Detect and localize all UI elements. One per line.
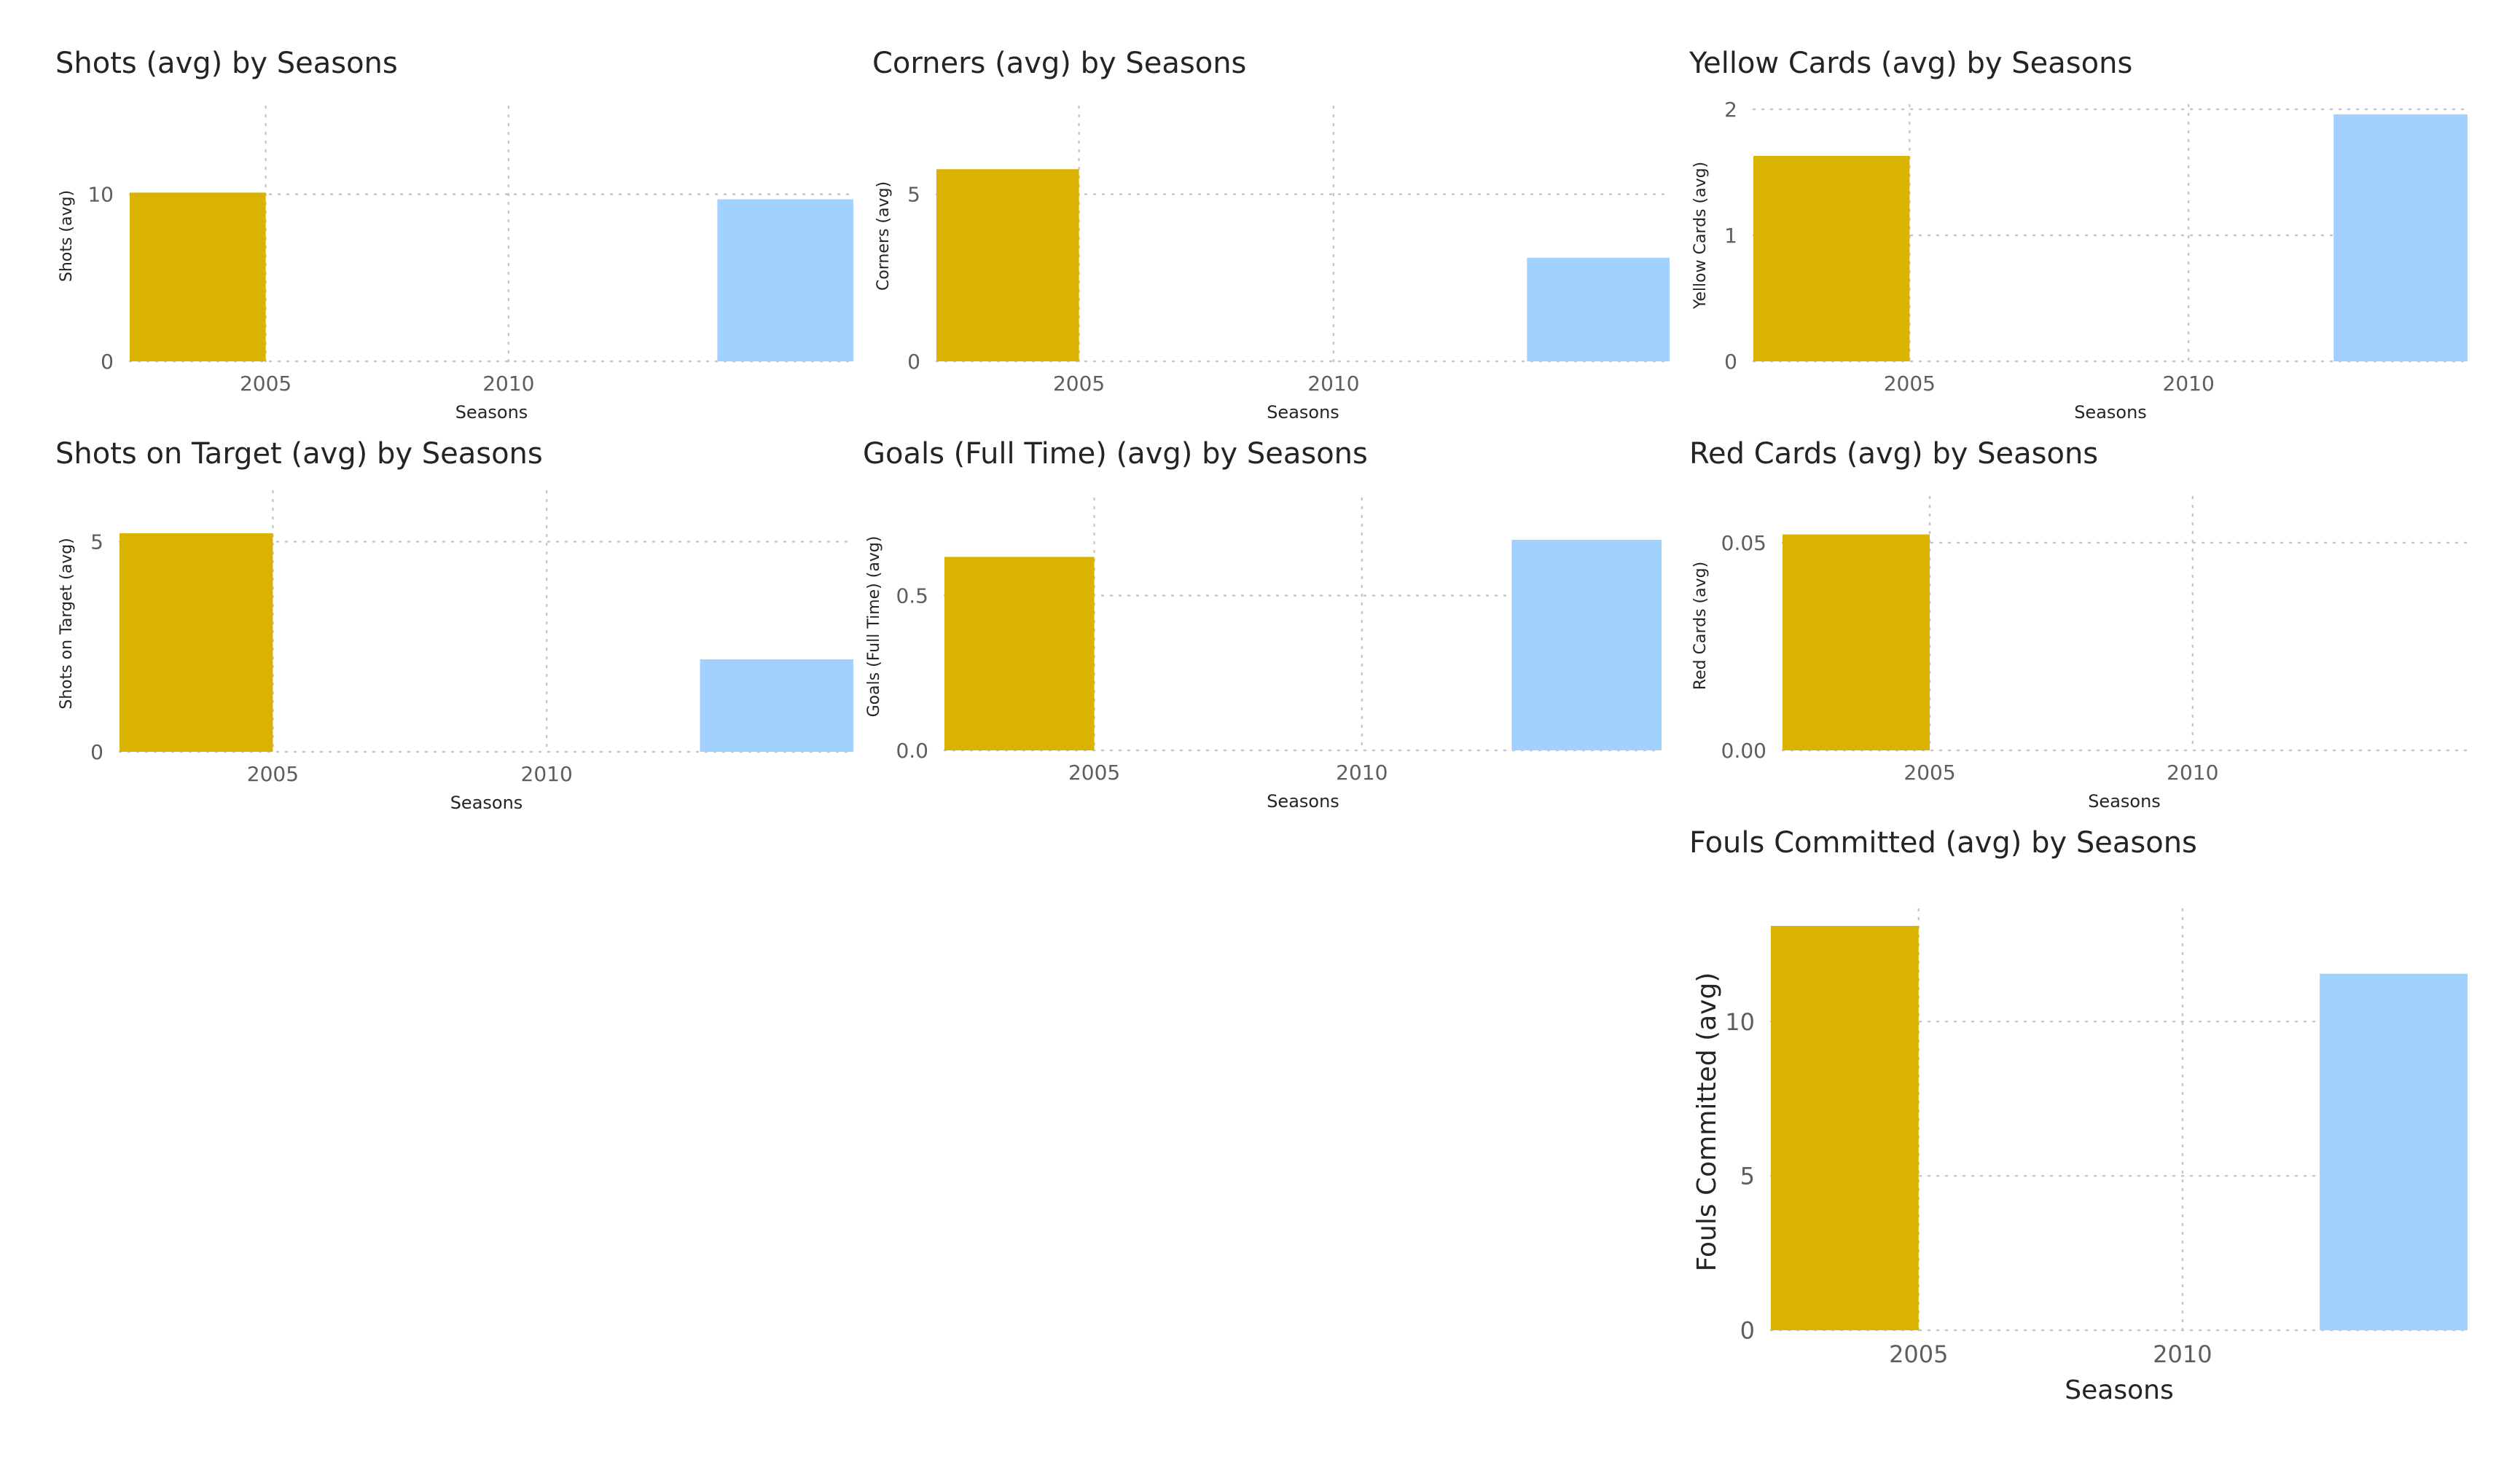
x-tick-label: 2005 xyxy=(1884,372,1936,396)
y-tick-label: 0.0 xyxy=(896,739,928,763)
x-tick-label: 2005 xyxy=(240,372,291,396)
bar-0 xyxy=(944,557,1095,750)
x-axis-title: Seasons xyxy=(2088,791,2161,812)
y-tick-label: 0 xyxy=(1740,1317,1755,1345)
y-tick-label: 0.5 xyxy=(896,584,928,608)
x-axis-title: Seasons xyxy=(1267,791,1339,812)
y-tick-label: 2 xyxy=(1724,98,1737,122)
chart-title: Shots (avg) by Seasons xyxy=(55,47,398,80)
x-tick-label: 2010 xyxy=(482,372,534,396)
chart-title: Yellow Cards (avg) by Seasons xyxy=(1689,47,2133,80)
y-tick-label: 5 xyxy=(90,530,103,554)
y-tick-label: 0.05 xyxy=(1721,531,1766,555)
y-tick-label: 0 xyxy=(90,740,103,764)
y-tick-label: 5 xyxy=(1740,1163,1755,1190)
chart-title: Shots on Target (avg) by Seasons xyxy=(55,437,543,471)
bar-1 xyxy=(2320,973,2468,1330)
y-axis-title: Yellow Cards (avg) xyxy=(1691,162,1710,310)
y-axis-title: Corners (avg) xyxy=(874,181,893,291)
bar-0 xyxy=(936,169,1079,361)
y-axis-title: Red Cards (avg) xyxy=(1691,562,1710,690)
bar-0 xyxy=(1783,534,1930,750)
x-tick-label: 2005 xyxy=(247,762,299,786)
x-axis-title: Seasons xyxy=(450,793,523,813)
bar-1 xyxy=(717,199,853,361)
x-tick-label: 2010 xyxy=(2167,761,2218,785)
x-tick-label: 2010 xyxy=(2163,372,2215,396)
x-tick-label: 2005 xyxy=(1053,372,1105,396)
bar-1 xyxy=(2333,114,2468,362)
y-axis-title: Shots on Target (avg) xyxy=(58,538,76,710)
bar-0 xyxy=(1771,925,1919,1330)
bar-0 xyxy=(1753,156,1910,361)
y-axis-title: Goals (Full Time) (avg) xyxy=(865,536,883,718)
y-tick-label: 0.00 xyxy=(1721,739,1766,763)
x-axis-title: Seasons xyxy=(455,402,528,423)
y-tick-label: 10 xyxy=(1725,1008,1755,1036)
chart-title: Goals (Full Time) (avg) by Seasons xyxy=(863,437,1368,471)
y-tick-label: 0 xyxy=(1724,350,1737,374)
x-tick-label: 2010 xyxy=(521,762,573,786)
x-tick-label: 2005 xyxy=(1889,1340,1948,1368)
bar-1 xyxy=(1527,257,1670,361)
x-axis-title: Seasons xyxy=(1267,402,1339,423)
x-tick-label: 2010 xyxy=(1336,761,1388,785)
chart-title: Fouls Committed (avg) by Seasons xyxy=(1689,826,2197,860)
bar-0 xyxy=(120,533,273,752)
x-tick-label: 2010 xyxy=(1307,372,1359,396)
y-tick-label: 1 xyxy=(1724,224,1737,248)
y-tick-label: 0 xyxy=(907,350,920,374)
y-axis-title: Shots (avg) xyxy=(58,190,76,282)
x-tick-label: 2005 xyxy=(1903,761,1955,785)
y-tick-label: 5 xyxy=(907,183,920,207)
bar-1 xyxy=(1511,540,1662,750)
bar-0 xyxy=(130,192,266,361)
x-axis-title: Seasons xyxy=(2065,1375,2173,1405)
x-axis-title: Seasons xyxy=(2074,402,2147,423)
y-tick-label: 10 xyxy=(87,183,114,207)
x-tick-label: 2005 xyxy=(1068,761,1120,785)
y-axis-title: Fouls Committed (avg) xyxy=(1692,973,1722,1272)
y-tick-label: 0 xyxy=(101,350,114,374)
chart-title: Corners (avg) by Seasons xyxy=(872,47,1247,80)
x-tick-label: 2010 xyxy=(2153,1340,2212,1368)
bar-1 xyxy=(700,659,853,752)
chart-title: Red Cards (avg) by Seasons xyxy=(1689,437,2099,471)
